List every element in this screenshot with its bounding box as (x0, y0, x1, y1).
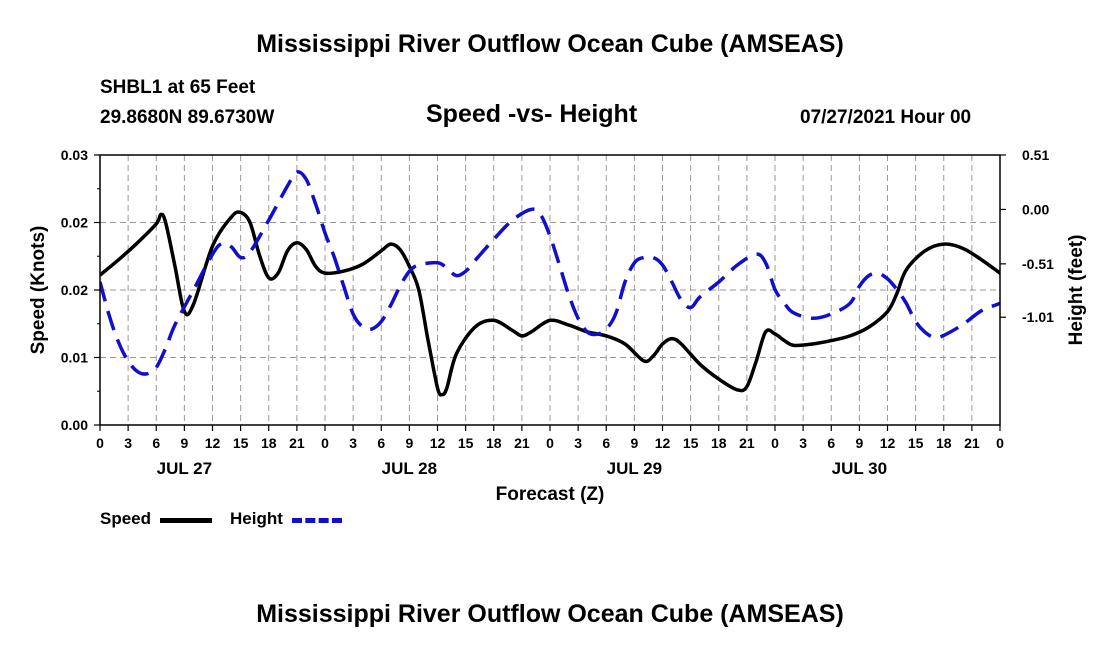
x-tick-label: 12 (430, 435, 446, 451)
right-axis-title: Height (feet) (1066, 235, 1087, 346)
x-tick-label: 9 (855, 435, 863, 451)
x-tick-label: 0 (546, 435, 554, 451)
date-label: JUL 30 (832, 459, 887, 478)
x-tick-label: 6 (827, 435, 835, 451)
x-tick-label: 3 (799, 435, 807, 451)
y-tick-label: 0.01 (61, 350, 88, 366)
axes: 0 3 6 9 12 15 18 21 0 3 6 9 12 15 18 21 0 3 6 9 12 15 18 21 0 3 6 9… (61, 147, 1054, 478)
date-label: JUL 29 (607, 459, 662, 478)
y2-tick-label: 0.00 (1022, 201, 1049, 217)
x-tick-label: 0 (321, 435, 329, 451)
y2-tick-label: -0.51 (1022, 256, 1054, 272)
grid-lines (100, 155, 1000, 425)
x-tick-label: 15 (458, 435, 474, 451)
speed-series-line (100, 210, 1000, 397)
x-tick-label: 9 (630, 435, 638, 451)
legend-speed-label: Speed (100, 509, 152, 528)
legend-speed-swatch (160, 518, 212, 523)
x-tick-label: 18 (936, 435, 952, 451)
x-tick-label: 18 (711, 435, 727, 451)
x-tick-label: 21 (739, 435, 755, 451)
x-tick-label: 12 (655, 435, 671, 451)
x-tick-label: 12 (880, 435, 896, 451)
date-label: JUL 27 (157, 459, 212, 478)
top-title: Mississippi River Outflow Ocean Cube (AM… (256, 30, 844, 58)
speed-height-chart: 0 3 6 9 12 15 18 21 0 3 6 9 12 15 18 21 0 3 6 9 12 15 18 21 0 3 6 9… (28, 147, 1087, 505)
y-tick-label: 0.00 (61, 417, 88, 433)
x-tick-label: 21 (964, 435, 980, 451)
x-tick-label: 6 (377, 435, 385, 451)
x-tick-label: 9 (180, 435, 188, 451)
x-tick-label: 6 (152, 435, 160, 451)
x-tick-label: 18 (486, 435, 502, 451)
run-time-label: 07/27/2021 Hour 00 (800, 107, 972, 128)
x-tick-label: 0 (96, 435, 104, 451)
height-series-line (100, 170, 1000, 376)
x-tick-label: 3 (574, 435, 582, 451)
x-tick-label: 3 (349, 435, 357, 451)
bottom-title: Mississippi River Outflow Ocean Cube (AM… (256, 600, 844, 628)
series-layer (100, 170, 1000, 397)
x-tick-label: 3 (124, 435, 132, 451)
x-tick-label: 15 (908, 435, 924, 451)
x-tick-label: 0 (771, 435, 779, 451)
x-tick-label: 15 (233, 435, 249, 451)
y-tick-label: 0.02 (61, 282, 88, 298)
x-axis-title: Forecast (Z) (496, 484, 605, 505)
location-label: 29.8680N 89.6730W (100, 107, 275, 128)
x-tick-label: 12 (205, 435, 221, 451)
y2-tick-label: -1.01 (1022, 309, 1054, 325)
x-tick-label: 0 (996, 435, 1004, 451)
chart-title: Speed -vs- Height (426, 100, 638, 128)
y-tick-label: 0.02 (61, 215, 88, 231)
x-tick-label: 18 (261, 435, 277, 451)
legend-height-label: Height (230, 509, 283, 528)
left-axis-title: Speed (Knots) (28, 226, 49, 355)
x-tick-label: 15 (683, 435, 699, 451)
y2-tick-label: 0.51 (1022, 147, 1049, 163)
legend-height-swatch (292, 518, 342, 523)
x-tick-label: 21 (289, 435, 305, 451)
station-label: SHBL1 at 65 Feet (100, 77, 256, 98)
y-tick-label: 0.03 (61, 147, 88, 163)
x-tick-label: 6 (602, 435, 610, 451)
x-tick-label: 21 (514, 435, 530, 451)
date-label: JUL 28 (382, 459, 437, 478)
x-tick-label: 9 (405, 435, 413, 451)
